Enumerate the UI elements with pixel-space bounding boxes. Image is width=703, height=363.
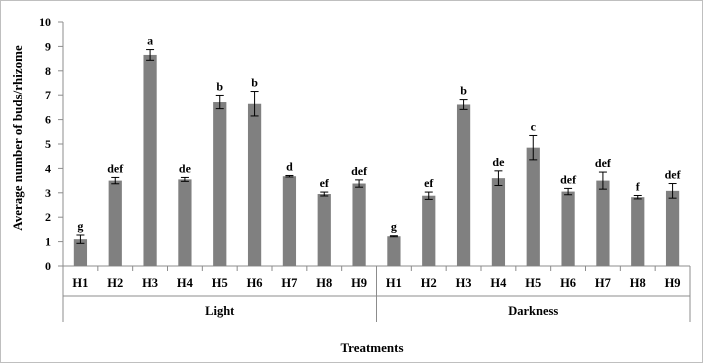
- x-tick-label: H3: [142, 276, 158, 290]
- x-tick-label: H3: [456, 276, 472, 290]
- significance-letter: f: [636, 179, 641, 193]
- bar: [456, 104, 471, 266]
- y-tick-label: 9: [45, 39, 51, 53]
- significance-letter: b: [460, 84, 467, 98]
- significance-letter: g: [77, 219, 83, 233]
- x-tick-label: H8: [316, 276, 332, 290]
- bar: [387, 236, 401, 266]
- bar: [561, 191, 575, 266]
- significance-letter: def: [107, 161, 124, 175]
- bar: [178, 179, 192, 266]
- bar: [213, 102, 227, 266]
- significance-letter: def: [595, 156, 612, 170]
- bar: [491, 178, 506, 266]
- y-tick-label: 5: [45, 137, 51, 151]
- labels: 012345678910gH1defH2aH3deH4bH5bH6dH7efH8…: [39, 15, 682, 318]
- x-tick-label: H1: [72, 276, 88, 290]
- significance-letter: b: [251, 76, 258, 90]
- y-tick-label: 6: [45, 113, 51, 127]
- x-tick-label: H5: [212, 276, 228, 290]
- significance-letter: def: [560, 172, 577, 186]
- x-tick-label: H4: [490, 276, 507, 290]
- group-label: Light: [205, 304, 235, 318]
- y-tick-label: 8: [45, 64, 51, 78]
- x-axis-title: Treatments: [340, 340, 403, 355]
- significance-letter: de: [492, 155, 505, 169]
- x-tick-label: H8: [630, 276, 646, 290]
- bar: [352, 183, 366, 266]
- x-tick-label: H1: [386, 276, 402, 290]
- group-label: Darkness: [508, 304, 558, 318]
- bars: [73, 49, 680, 267]
- significance-letter: g: [391, 220, 397, 234]
- x-tick-label: H4: [177, 276, 194, 290]
- significance-letter: b: [216, 79, 223, 93]
- significance-letter: ef: [320, 176, 330, 190]
- x-tick-label: H9: [665, 276, 681, 290]
- x-tick-label: H7: [281, 276, 297, 290]
- x-tick-label: H6: [560, 276, 576, 290]
- y-tick-label: 3: [45, 186, 51, 200]
- bar: [526, 147, 540, 266]
- y-tick-label: 10: [39, 15, 51, 29]
- bar: [108, 180, 122, 266]
- significance-letter: a: [147, 34, 153, 48]
- bar: [247, 103, 262, 267]
- bar: [73, 239, 88, 266]
- y-tick-label: 7: [45, 88, 51, 102]
- x-tick-label: H6: [247, 276, 263, 290]
- x-tick-label: H5: [525, 276, 541, 290]
- bar: [665, 190, 680, 266]
- y-tick-label: 0: [45, 259, 51, 273]
- significance-letter: def: [351, 164, 368, 178]
- y-tick-label: 1: [45, 235, 51, 249]
- x-tick-label: H2: [421, 276, 437, 290]
- significance-letter: ef: [424, 176, 434, 190]
- bar: [143, 54, 157, 266]
- x-tick-label: H9: [351, 276, 367, 290]
- significance-letter: c: [531, 119, 537, 133]
- significance-letter: de: [179, 161, 192, 175]
- bar: [631, 197, 645, 266]
- bar: [596, 180, 610, 266]
- significance-letter: d: [286, 159, 293, 173]
- x-tick-label: H7: [595, 276, 611, 290]
- bar: [317, 194, 331, 266]
- y-axis-title: Average number of buds/rhizome: [10, 45, 25, 231]
- y-tick-label: 4: [45, 161, 51, 175]
- significance-letter: def: [665, 168, 682, 182]
- bar: [282, 176, 297, 266]
- bar: [422, 195, 436, 266]
- axes: [58, 21, 691, 322]
- x-tick-label: H2: [107, 276, 123, 290]
- y-tick-label: 2: [45, 210, 51, 224]
